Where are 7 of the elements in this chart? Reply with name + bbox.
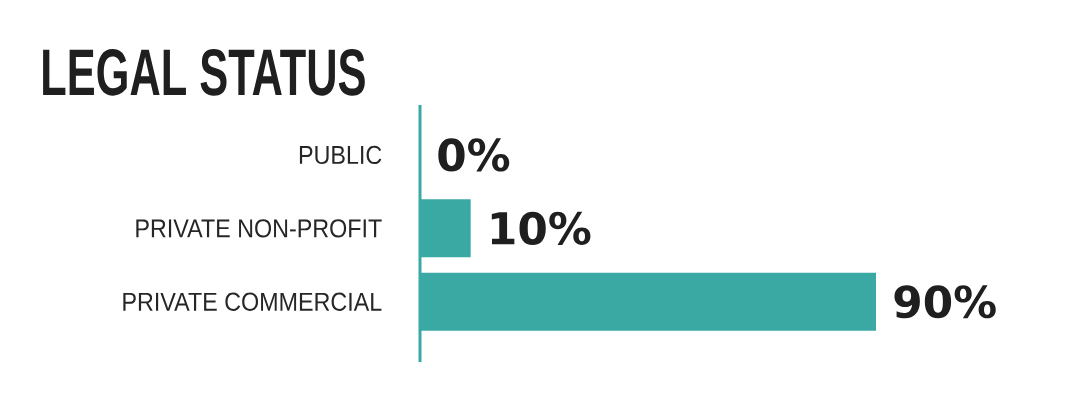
chart-title: LEGAL STATUS (43, 49, 365, 96)
data-label: 90% (894, 285, 996, 319)
y-tick-label: PRIVATE NON-PROFIT (136, 219, 382, 238)
data-label: 10% (491, 211, 591, 245)
y-tick-label: PUBLIC (299, 145, 382, 165)
data-label: 0% (438, 138, 510, 172)
y-tick-label: PRIVATE COMMERCIAL (123, 292, 382, 311)
